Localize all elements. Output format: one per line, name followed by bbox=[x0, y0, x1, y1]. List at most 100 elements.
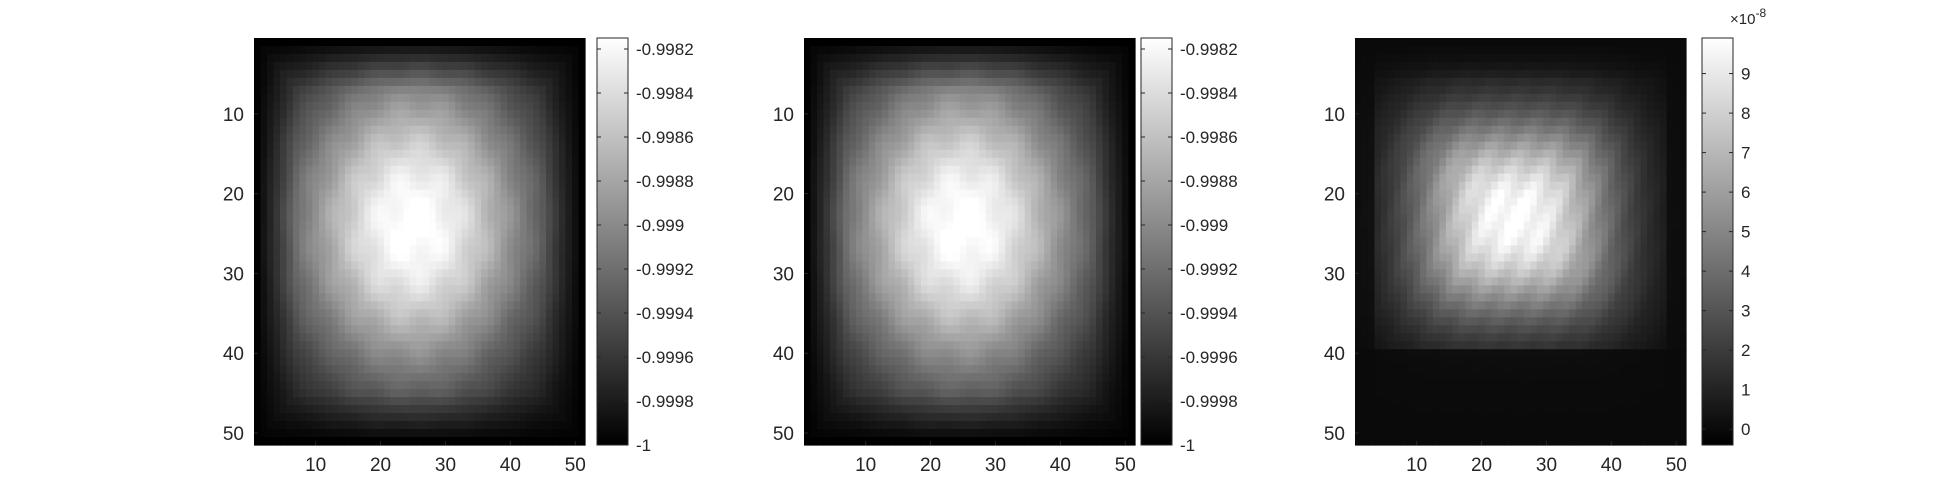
heatmap-cell bbox=[940, 85, 948, 95]
heatmap-cell bbox=[305, 381, 314, 390]
heatmap-cell bbox=[260, 165, 268, 175]
heatmap-cell bbox=[920, 133, 928, 143]
heatmap-cell bbox=[409, 53, 417, 63]
heatmap-cell bbox=[299, 421, 307, 430]
heatmap-cell bbox=[390, 69, 398, 79]
heatmap-cell bbox=[881, 333, 889, 342]
heatmap-cell bbox=[972, 141, 980, 151]
heatmap-cell bbox=[1057, 205, 1065, 215]
heatmap-cell bbox=[881, 45, 889, 55]
heatmap-cell bbox=[914, 389, 922, 398]
heatmap-cell bbox=[338, 165, 346, 175]
heatmap-cell bbox=[260, 413, 268, 422]
heatmap-cell bbox=[331, 389, 339, 398]
heatmap-cell bbox=[1050, 101, 1058, 111]
heatmap-cell bbox=[481, 245, 489, 255]
heatmap-cell bbox=[526, 125, 534, 135]
heatmap-cell bbox=[1089, 261, 1097, 271]
heatmap-cell bbox=[429, 285, 437, 294]
heatmap-cell bbox=[260, 317, 268, 326]
heatmap-cell bbox=[318, 421, 326, 430]
heatmap-cell bbox=[364, 253, 372, 263]
heatmap-cell bbox=[1096, 173, 1104, 183]
heatmap-cell bbox=[266, 189, 275, 199]
heatmap-cell bbox=[539, 301, 547, 310]
heatmap-cell bbox=[526, 45, 534, 55]
heatmap-cell bbox=[494, 133, 502, 143]
heatmap-cell bbox=[487, 357, 495, 366]
heatmap-cell bbox=[1063, 93, 1071, 103]
heatmap-cell bbox=[1083, 357, 1091, 366]
heatmap-cell bbox=[881, 365, 889, 374]
heatmap-cell bbox=[357, 301, 365, 310]
heatmap-cell bbox=[998, 285, 1006, 294]
heatmap-cell bbox=[299, 389, 307, 398]
heatmap-cell bbox=[966, 53, 974, 63]
heatmap-cell bbox=[1024, 117, 1032, 127]
heatmap-cell bbox=[1089, 269, 1097, 279]
heatmap-cell bbox=[338, 325, 346, 334]
heatmap-cell bbox=[1076, 301, 1084, 310]
heatmap-cell bbox=[500, 85, 508, 95]
heatmap-cell bbox=[1128, 181, 1136, 191]
heatmap-cell bbox=[966, 213, 974, 223]
heatmap-cell bbox=[552, 293, 560, 302]
heatmap-cell bbox=[266, 77, 275, 87]
heatmap-cell bbox=[422, 61, 430, 71]
heatmap-cell bbox=[985, 38, 993, 47]
heatmap-cell bbox=[292, 197, 301, 207]
heatmap-cell bbox=[959, 269, 967, 279]
heatmap-cell bbox=[377, 253, 385, 263]
heatmap-cell bbox=[487, 405, 495, 414]
heatmap-cell bbox=[1037, 333, 1045, 342]
heatmap-cell bbox=[292, 437, 301, 446]
heatmap-cell bbox=[299, 317, 307, 326]
heatmap-cell bbox=[1005, 205, 1013, 215]
heatmap-cell bbox=[481, 61, 489, 71]
heatmap-cell bbox=[312, 253, 320, 263]
heatmap-cell bbox=[842, 293, 851, 302]
heatmap-cell bbox=[487, 325, 495, 334]
heatmap-cell bbox=[286, 197, 294, 207]
heatmap-cell bbox=[442, 373, 450, 382]
heatmap-cell bbox=[351, 245, 359, 255]
heatmap-cell bbox=[862, 93, 870, 103]
heatmap-cell bbox=[940, 38, 948, 47]
heatmap-cell bbox=[894, 325, 902, 334]
heatmap-cell bbox=[1037, 357, 1045, 366]
heatmap-cell bbox=[992, 269, 1000, 279]
heatmap-cell bbox=[901, 133, 909, 143]
heatmap-cell bbox=[1070, 197, 1078, 207]
heatmap-cell bbox=[416, 149, 424, 159]
heatmap-cell bbox=[331, 61, 339, 71]
heatmap-cell bbox=[468, 149, 476, 159]
heatmap-cell bbox=[318, 301, 326, 310]
heatmap-cell bbox=[1083, 365, 1091, 374]
heatmap-cell bbox=[279, 397, 288, 406]
heatmap-cell bbox=[468, 325, 476, 334]
heatmap-cell bbox=[468, 389, 476, 398]
heatmap-cell bbox=[933, 213, 941, 223]
heatmap-cell bbox=[416, 269, 424, 279]
heatmap-cell bbox=[1057, 397, 1065, 406]
heatmap-cell bbox=[409, 125, 417, 135]
heatmap-cell bbox=[416, 45, 424, 55]
heatmap-cell bbox=[881, 69, 889, 79]
heatmap-cell bbox=[370, 389, 378, 398]
heatmap-cell bbox=[487, 341, 495, 350]
heatmap-cell bbox=[429, 317, 437, 326]
heatmap-cell bbox=[1102, 197, 1110, 207]
heatmap-cell bbox=[855, 38, 864, 47]
heatmap-cell bbox=[1083, 245, 1091, 255]
heatmap-cell bbox=[953, 341, 961, 350]
heatmap-cell bbox=[305, 309, 314, 318]
heatmap-cell bbox=[578, 125, 586, 135]
heatmap-cell bbox=[292, 381, 301, 390]
heatmap-cell bbox=[559, 149, 567, 159]
heatmap-cell bbox=[836, 93, 844, 103]
heatmap-cell bbox=[559, 205, 567, 215]
heatmap-cell bbox=[429, 437, 437, 446]
heatmap-cell bbox=[487, 285, 495, 294]
heatmap-cell bbox=[985, 349, 993, 358]
heatmap-cell bbox=[455, 173, 463, 183]
